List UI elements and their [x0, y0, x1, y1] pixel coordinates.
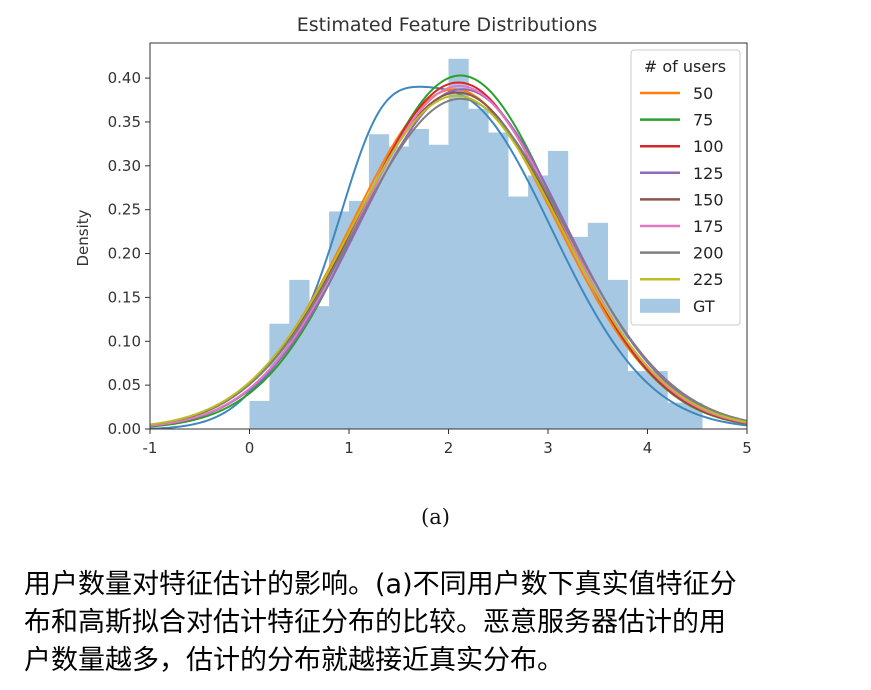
histogram-bar	[289, 279, 310, 429]
y-tick-label: 0.15	[108, 288, 141, 306]
y-tick-label: 0.30	[108, 157, 141, 175]
legend-label-125: 125	[693, 164, 724, 183]
x-tick-label: 0	[245, 439, 255, 457]
caption-line-2: 布和高斯拟合对估计特征分布的比较。恶意服务器估计的用	[24, 607, 726, 638]
y-tick-label: 0.35	[108, 113, 141, 131]
x-tick-label: 2	[444, 439, 454, 457]
legend-label-100: 100	[693, 137, 724, 156]
legend-label-225: 225	[693, 270, 724, 289]
y-tick-label: 0.05	[108, 376, 141, 394]
y-tick-label: 0.25	[108, 201, 141, 219]
legend-label-GT: GT	[693, 297, 715, 316]
x-tick-label: 4	[643, 439, 653, 457]
histogram-bar	[249, 400, 270, 429]
y-axis-label: Density	[74, 209, 92, 266]
y-tick-label: 0.20	[108, 245, 141, 263]
legend-box	[630, 49, 741, 326]
series-line-225	[150, 94, 747, 426]
histogram-bar	[587, 222, 608, 429]
histogram-gt	[249, 58, 703, 429]
histogram-bar	[468, 108, 489, 429]
histogram-bar	[349, 200, 370, 429]
histogram-bar	[388, 146, 409, 429]
feature-distribution-chart: Estimated Feature Distributions Density …	[74, 14, 752, 457]
chart-title: Estimated Feature Distributions	[297, 14, 598, 36]
x-tick-label: 5	[742, 439, 752, 457]
x-tick-label: 1	[344, 439, 354, 457]
histogram-bar	[309, 306, 330, 429]
x-axis-ticks: -1 0 1 2 3 4 5	[143, 429, 752, 457]
histogram-bar	[408, 128, 429, 429]
legend: # of users 50 75 100 125 150 175 200 225 GT	[630, 49, 741, 326]
histogram-bar	[448, 58, 469, 429]
legend-label-200: 200	[693, 244, 724, 263]
legend-label-150: 150	[693, 190, 724, 209]
x-tick-label: 3	[543, 439, 553, 457]
histogram-bar	[627, 371, 648, 429]
legend-label-75: 75	[693, 111, 713, 130]
histogram-bar	[607, 279, 628, 429]
legend-label-175: 175	[693, 217, 724, 236]
histogram-bar	[508, 196, 529, 429]
figure-caption: 用户数量对特征估计的影响。(a)不同用户数下真实值特征分 布和高斯拟合对估计特征…	[24, 566, 859, 680]
y-axis-ticks: 0.00 0.05 0.10 0.15 0.20 0.25 0.30 0.35 0.40	[108, 69, 150, 438]
y-tick-label: 0.10	[108, 332, 141, 350]
x-tick-label: -1	[143, 439, 158, 457]
caption-line-3: 户数量越多，估计的分布就越接近真实分布。	[24, 645, 564, 676]
histogram-bar	[567, 236, 589, 429]
histogram-bar	[528, 175, 549, 429]
histogram-bar	[667, 402, 688, 429]
histogram-bar	[368, 134, 390, 429]
y-tick-label: 0.40	[108, 69, 141, 87]
density-curves	[150, 74, 747, 429]
y-tick-label: 0.00	[108, 420, 141, 438]
histogram-bar	[488, 132, 509, 429]
figure-sub-label: (a)	[421, 505, 450, 529]
legend-swatch-gt	[640, 298, 680, 313]
caption-line-1: 用户数量对特征估计的影响。(a)不同用户数下真实值特征分	[24, 569, 737, 600]
histogram-bar	[548, 150, 569, 429]
histogram-bar	[428, 144, 449, 429]
legend-title: # of users	[644, 57, 726, 76]
series-line-200	[150, 97, 747, 426]
legend-label-50: 50	[693, 84, 713, 103]
